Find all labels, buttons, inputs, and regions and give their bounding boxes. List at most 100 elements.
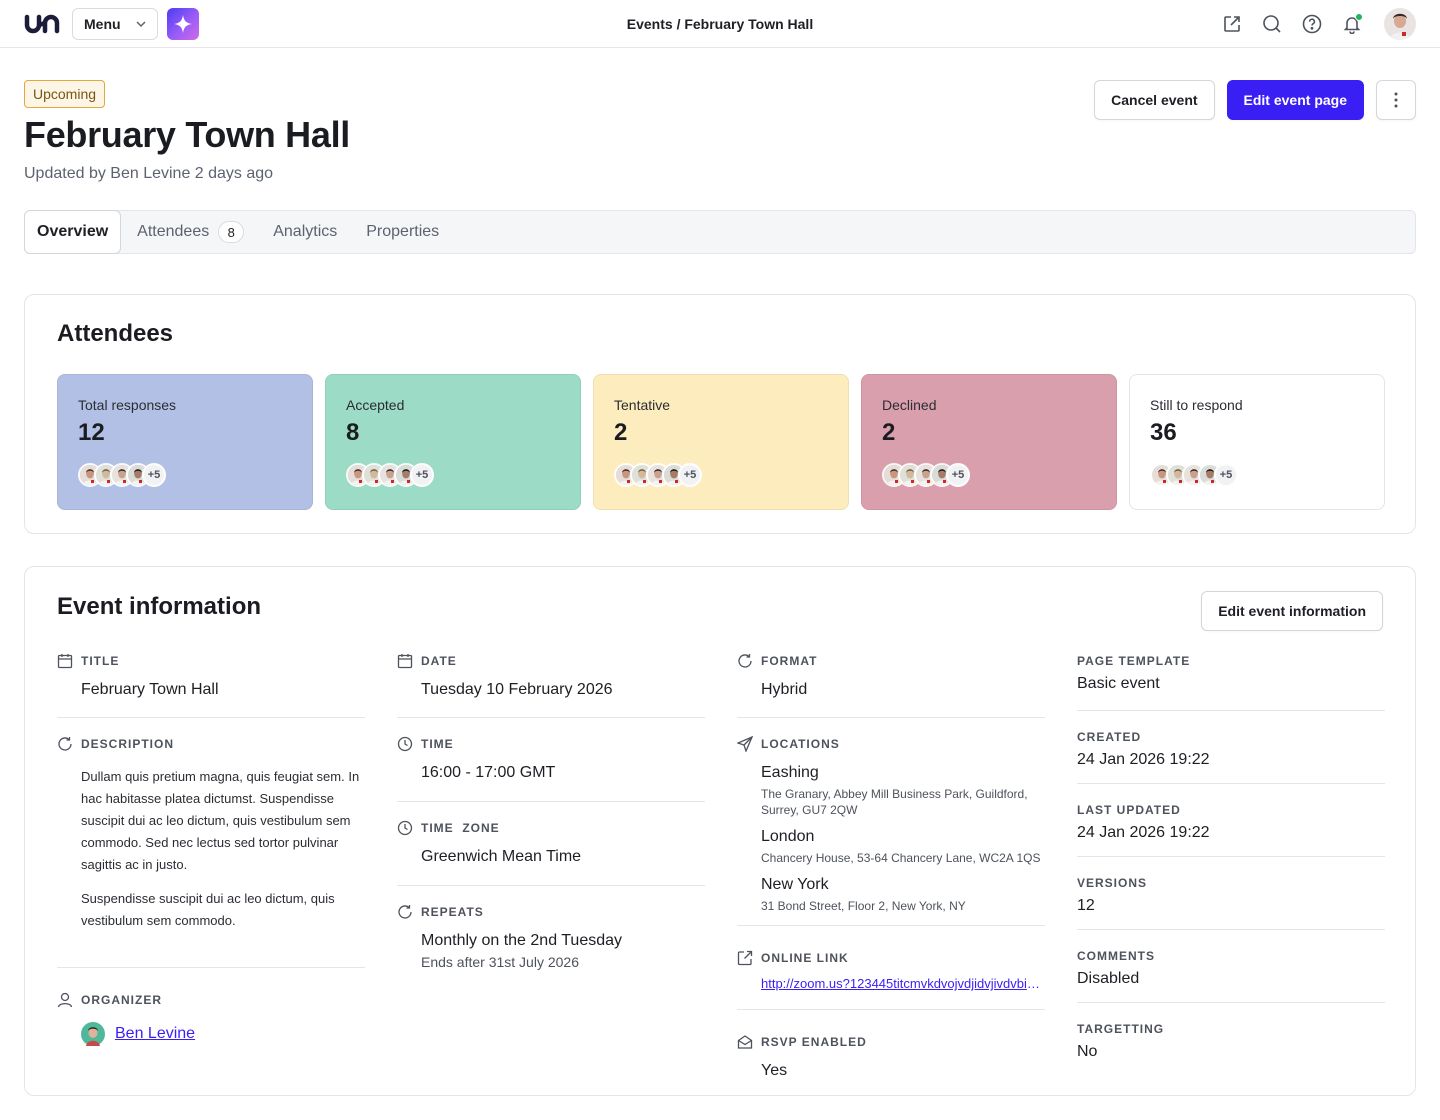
tab-label: Overview xyxy=(37,222,109,240)
stat-card[interactable]: Accepted 8 +5 xyxy=(325,374,581,510)
stat-card[interactable]: Still to respond 36 +5 xyxy=(1129,374,1385,510)
meta-value: 24 Jan 2026 19:22 xyxy=(1077,751,1210,768)
refresh-icon xyxy=(58,737,72,751)
avatar-stack: +5 xyxy=(614,463,828,487)
envelope-open-icon xyxy=(737,1035,753,1049)
edit-event-information-button[interactable]: Edit event information xyxy=(1201,591,1383,631)
stat-card[interactable]: Declined 2 +5 xyxy=(861,374,1117,510)
rsvp-label: RSVP ENABLED xyxy=(761,1035,867,1049)
attendees-heading: Attendees xyxy=(57,320,174,347)
cancel-event-button[interactable]: Cancel event xyxy=(1094,80,1215,120)
stat-label: Still to respond xyxy=(1150,397,1243,413)
format-field: FORMAT Hybrid xyxy=(737,651,1045,718)
meta-label: VERSIONS xyxy=(1077,876,1148,890)
online-link-label: ONLINE LINK xyxy=(761,951,849,965)
meta-label: COMMENTS xyxy=(1077,949,1155,963)
more-avatars-count: +5 xyxy=(946,463,970,487)
tab-count-badge: 8 xyxy=(218,221,245,243)
timezone-value: Greenwich Mean Time xyxy=(421,848,582,865)
tab-bar: Overview Attendees 8 Analytics Properties xyxy=(24,209,1416,254)
date-value: Tuesday 10 February 2026 xyxy=(421,681,613,698)
tab-attendees[interactable]: Attendees 8 xyxy=(125,210,261,254)
more-avatars-count: +5 xyxy=(1214,463,1238,487)
event-info-panel: Event information Edit event information… xyxy=(24,566,1416,1096)
format-value: Hybrid xyxy=(761,681,808,698)
location-name: London xyxy=(761,828,815,845)
stat-label: Total responses xyxy=(78,397,177,413)
stat-card[interactable]: Total responses 12 +5 xyxy=(57,374,313,510)
breadcrumb: Events / February Town Hall xyxy=(0,0,1440,48)
stat-value: 2 xyxy=(882,419,896,446)
tab-overview[interactable]: Overview xyxy=(24,209,122,254)
tab-label: Attendees xyxy=(137,223,210,240)
meta-field: COMMENTS Disabled xyxy=(1077,930,1385,1003)
meta-value: 12 xyxy=(1077,897,1095,914)
stat-label: Declined xyxy=(882,397,937,413)
avatar-stack: +5 xyxy=(346,463,560,487)
chevron-down-icon xyxy=(136,20,146,27)
external-link-icon[interactable] xyxy=(1220,12,1244,36)
more-options-button[interactable] xyxy=(1376,80,1416,120)
event-info-heading: Event information xyxy=(57,593,262,620)
search-icon[interactable] xyxy=(1260,12,1284,36)
organizer-avatar xyxy=(81,1022,105,1046)
breadcrumb-text[interactable]: Events / February Town Hall xyxy=(626,16,814,32)
notification-dot xyxy=(1355,13,1363,21)
online-link[interactable]: http://zoom.us?123445titcmvkdvojvdjidvji… xyxy=(761,976,1045,991)
description-paragraph-2: Suspendisse suscipit dui ac leo dictum, … xyxy=(81,891,335,928)
meta-label: CREATED xyxy=(1077,730,1142,744)
top-actions xyxy=(1220,8,1416,40)
timezone-label: TIME ZONE xyxy=(421,821,500,835)
edit-event-page-button[interactable]: Edit event page xyxy=(1226,80,1364,120)
stat-label: Accepted xyxy=(346,397,405,413)
help-icon[interactable] xyxy=(1300,12,1324,36)
clock-icon xyxy=(397,820,413,836)
send-icon xyxy=(737,736,753,752)
meta-field: LAST UPDATED 24 Jan 2026 19:22 xyxy=(1077,784,1385,857)
rsvp-field: RSVP ENABLED Yes xyxy=(737,1010,1045,1082)
meta-value: Basic event xyxy=(1077,675,1160,692)
info-column-3: FORMAT Hybrid LOCATIONS Eashing The Gran… xyxy=(737,651,1045,1082)
location-address: Chancery House, 53-64 Chancery Lane, WC2… xyxy=(761,851,1041,865)
repeats-field: REPEATS Monthly on the 2nd Tuesday Ends … xyxy=(397,886,705,970)
meta-field: TARGETTING No xyxy=(1077,1003,1385,1076)
more-avatars-count: +5 xyxy=(678,463,702,487)
menu-label: Menu xyxy=(84,15,121,32)
stat-value: 8 xyxy=(346,419,360,446)
title-field: TITLE February Town Hall xyxy=(57,651,365,718)
description-label: DESCRIPTION xyxy=(81,737,175,751)
more-avatars-count: +5 xyxy=(410,463,434,487)
organizer-label: ORGANIZER xyxy=(81,993,162,1007)
updated-text: Updated by Ben Levine 2 days ago xyxy=(24,165,274,182)
format-label: FORMAT xyxy=(761,654,818,668)
page-title: February Town Hall xyxy=(24,114,350,155)
ai-sparkle-button[interactable] xyxy=(167,7,199,40)
location-name: Eashing xyxy=(761,764,819,781)
tab-properties[interactable]: Properties xyxy=(354,210,456,254)
external-link-icon xyxy=(737,950,753,966)
avatar-stack: +5 xyxy=(882,463,1096,487)
meta-label: LAST UPDATED xyxy=(1077,803,1181,817)
meta-value: 24 Jan 2026 19:22 xyxy=(1077,824,1210,841)
clock-icon xyxy=(397,736,413,752)
avatar-stack: +5 xyxy=(78,463,292,487)
stat-label: Tentative xyxy=(614,397,671,413)
repeats-value: Monthly on the 2nd Tuesday xyxy=(421,932,623,949)
meta-field: CREATED 24 Jan 2026 19:22 xyxy=(1077,711,1385,784)
date-label: DATE xyxy=(421,654,457,668)
menu-button[interactable]: Menu xyxy=(72,7,158,40)
tab-analytics[interactable]: Analytics xyxy=(261,210,354,254)
locations-field: LOCATIONS Eashing The Granary, Abbey Mil… xyxy=(737,718,1045,926)
avatar-stack: +5 xyxy=(1150,463,1364,487)
rsvp-value: Yes xyxy=(761,1062,788,1079)
stat-value: 36 xyxy=(1150,419,1177,446)
bell-icon[interactable] xyxy=(1340,12,1364,36)
stat-card[interactable]: Tentative 2 +5 xyxy=(593,374,849,510)
timezone-field: TIME ZONE Greenwich Mean Time xyxy=(397,802,705,886)
organizer-link[interactable]: Ben Levine xyxy=(115,1025,196,1042)
meta-label: TARGETTING xyxy=(1077,1022,1165,1036)
sparkle-icon xyxy=(174,14,192,33)
user-avatar[interactable] xyxy=(1384,8,1416,40)
time-field: TIME 16:00 - 17:00 GMT xyxy=(397,718,705,802)
app-logo[interactable] xyxy=(24,12,64,36)
